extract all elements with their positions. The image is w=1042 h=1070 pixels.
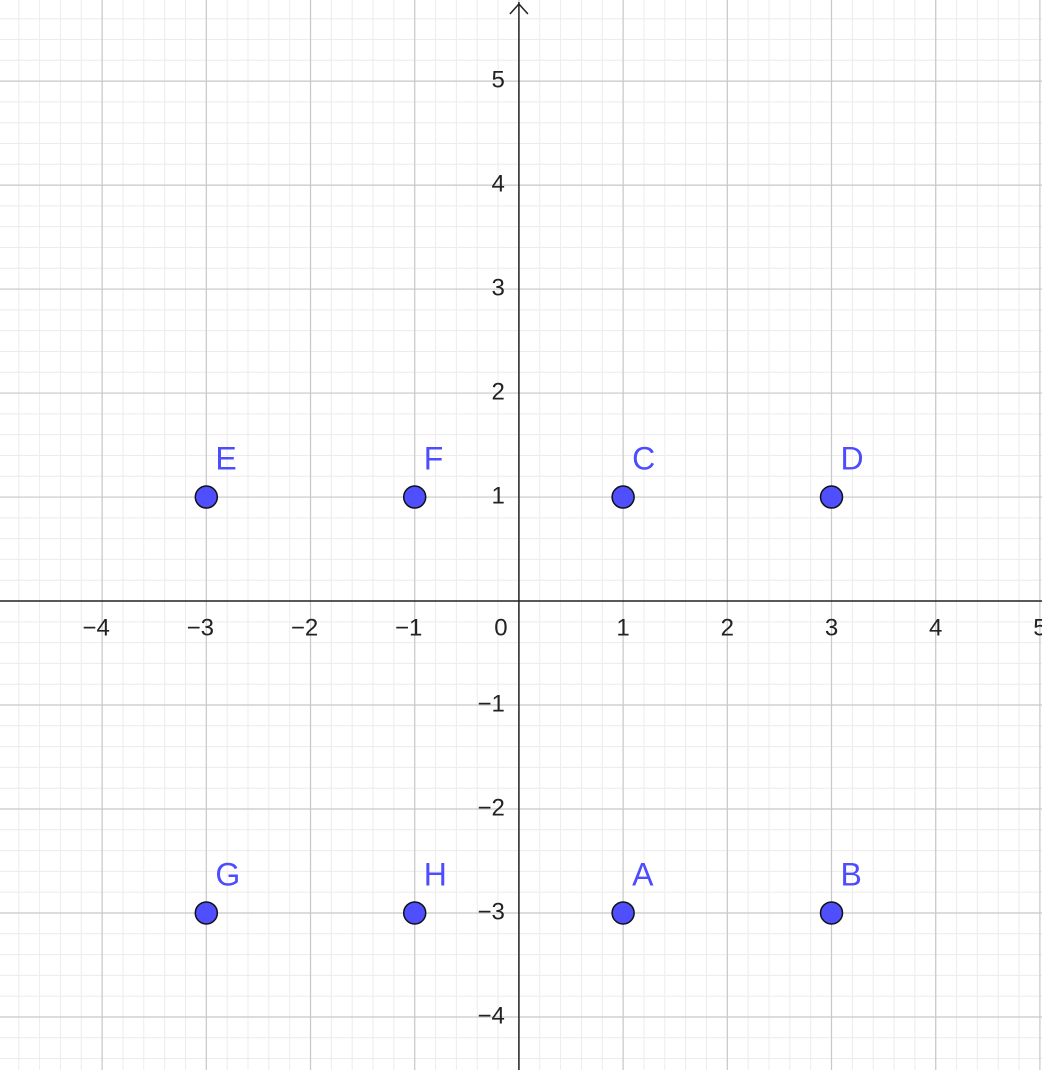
x-tick-label: 4	[929, 614, 942, 641]
x-tick-label: 2	[721, 614, 734, 641]
y-tick-label: 2	[492, 378, 505, 405]
point	[819, 901, 844, 925]
x-tick-label: −3	[187, 614, 214, 641]
point	[402, 901, 427, 925]
point-label: C	[632, 440, 655, 476]
x-tick-label: 1	[616, 614, 629, 641]
y-axis-arrow	[509, 2, 529, 15]
y-tick-label: −3	[478, 898, 505, 925]
point-label: B	[841, 856, 862, 892]
point	[611, 485, 635, 509]
point	[194, 485, 219, 509]
x-tick-label: 0	[494, 614, 507, 641]
points: A B C D E F G H	[194, 440, 864, 925]
y-tick-label: −1	[478, 690, 505, 717]
point	[194, 901, 219, 925]
point	[611, 901, 635, 925]
y-tick-label: −4	[478, 1002, 505, 1029]
x-tick-label: −4	[82, 614, 109, 641]
x-tick-label: 3	[825, 614, 838, 641]
point-label: E	[215, 440, 236, 476]
x-tick-label: 5	[1033, 614, 1042, 641]
y-tick-label: 4	[492, 170, 505, 197]
y-tick-label: 1	[492, 482, 505, 509]
point	[402, 485, 427, 509]
point-label: F	[424, 440, 444, 476]
x-tick-label: −2	[291, 614, 318, 641]
point-label: D	[841, 440, 864, 476]
tick-labels: −4 −3 −2 −1 0 1 2 3 4 5 −4 −3 −2 −1 1 2 3 4 5	[82, 66, 1042, 1029]
point-label: A	[632, 856, 654, 892]
point-label: G	[215, 856, 240, 892]
y-tick-label: 5	[492, 66, 505, 93]
x-tick-label: −1	[395, 614, 422, 641]
point	[819, 485, 844, 509]
y-tick-label: −2	[478, 794, 505, 821]
point-label: H	[424, 856, 447, 892]
y-tick-label: 3	[492, 274, 505, 301]
